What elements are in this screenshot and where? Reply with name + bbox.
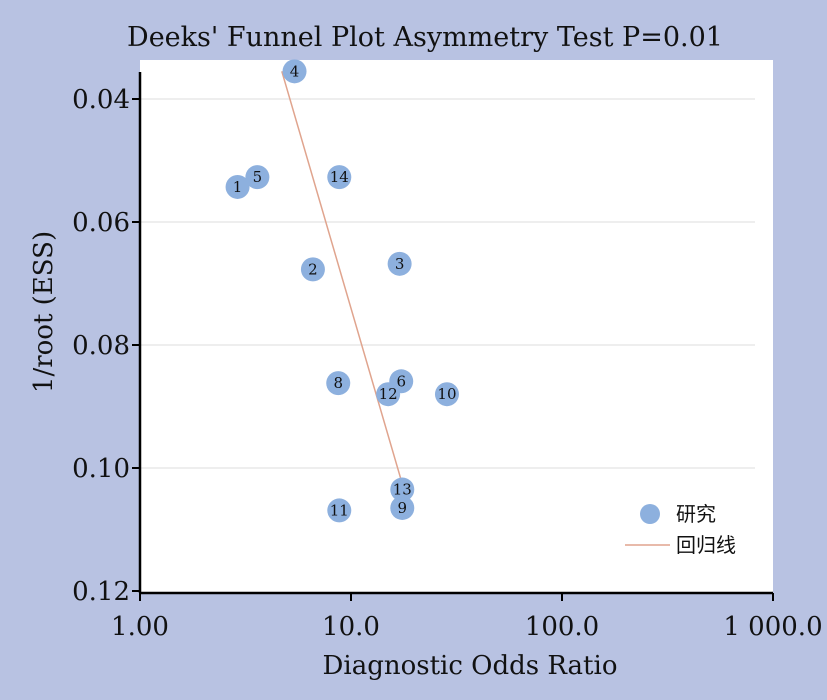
study-point-label: 2: [308, 260, 318, 278]
study-point-label: 3: [395, 255, 405, 273]
study-point: [376, 382, 401, 407]
study-point-label: 8: [333, 374, 343, 392]
study-point: [225, 174, 250, 199]
study-point-label: 14: [330, 168, 349, 186]
axis-ticks: 0.04 0.06 0.08 0.10 0.12 1.00 10.0 100.0 1 000.0: [72, 85, 823, 642]
y-tick-label: 0.08: [72, 331, 130, 361]
study-point: [390, 495, 415, 520]
study-point: [326, 371, 351, 396]
study-point: [327, 498, 352, 523]
x-tick-label: 100.0: [525, 612, 599, 642]
regression-line: [281, 71, 402, 481]
plot-background: [140, 60, 773, 593]
study-point-label: 11: [330, 501, 349, 519]
y-tick-label: 0.04: [72, 85, 130, 115]
study-point-label: 9: [398, 499, 408, 517]
regression-line-layer: [281, 71, 402, 481]
study-point-label: 4: [290, 62, 300, 80]
study-point-label: 12: [379, 385, 398, 403]
study-point-label: 5: [253, 168, 263, 186]
study-point-label: 10: [437, 385, 456, 403]
study-point-label: 13: [393, 481, 412, 499]
study-point: [327, 165, 352, 190]
legend: 研究 回归线: [625, 502, 736, 557]
x-tick-label: 1.00: [111, 612, 169, 642]
x-tick-label: 1 000.0: [723, 612, 822, 642]
study-point: [434, 382, 459, 407]
x-axis-title: Diagnostic Odds Ratio: [323, 651, 618, 681]
study-point-label: 6: [396, 372, 406, 390]
study-point: [390, 477, 415, 502]
y-tick-label: 0.06: [72, 208, 130, 238]
legend-point-marker: [640, 504, 660, 524]
y-axis-title: 1/root (ESS): [29, 231, 59, 393]
study-point-label: 1: [233, 178, 243, 196]
chart-title: Deeks' Funnel Plot Asymmetry Test P=0.01: [127, 22, 723, 53]
y-tick-label: 0.10: [72, 454, 130, 484]
study-point: [300, 257, 325, 282]
y-tick-label: 0.12: [72, 577, 130, 607]
study-point: [387, 251, 412, 276]
study-point: [282, 59, 307, 84]
grid-lines: [140, 98, 755, 469]
legend-label-studies: 研究: [676, 502, 716, 526]
study-point: [245, 165, 270, 190]
x-tick-label: 10.0: [322, 612, 380, 642]
legend-label-regression-line: 回归线: [676, 533, 736, 557]
